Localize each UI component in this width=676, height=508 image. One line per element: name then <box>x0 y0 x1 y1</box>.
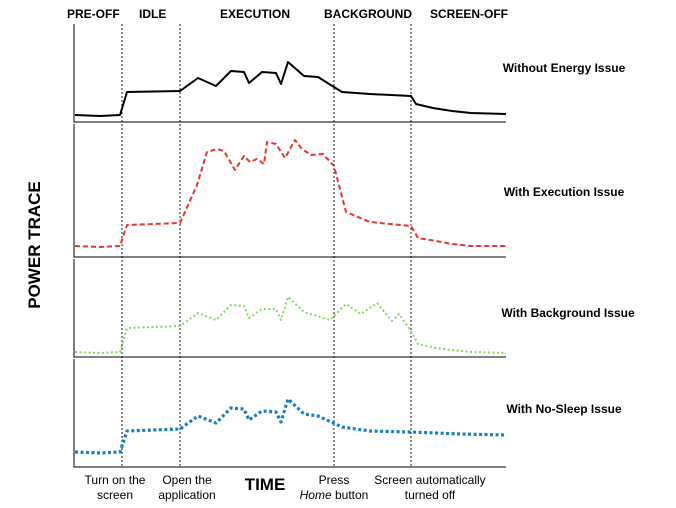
event-label-app-open-line2: application <box>158 488 215 502</box>
trace-with-no-sleep-issue <box>74 397 507 455</box>
y-axis-label: POWER TRACE <box>25 181 44 309</box>
event-labels: Turn on the screen Open the application … <box>85 473 486 502</box>
event-label-home-press-line2: Home button <box>300 488 369 502</box>
panel-axes <box>73 24 506 468</box>
event-label-app-open-line1: Open the <box>162 473 212 487</box>
panel-axis-4 <box>73 359 506 468</box>
panel-axis-1 <box>73 24 506 123</box>
event-label-screen-off-line2: turned off <box>405 488 456 502</box>
panel-axis-2 <box>73 124 506 258</box>
trace-labels: Without Energy Issue With Execution Issu… <box>501 61 635 416</box>
event-label-home-press-line1: Press <box>319 473 350 487</box>
phase-label-background: BACKGROUND <box>324 7 412 21</box>
phase-label-idle: IDLE <box>139 7 166 21</box>
event-label-screen-on-line1: Turn on the <box>85 473 146 487</box>
phase-label-execution: EXECUTION <box>220 7 290 21</box>
event-label-screen-on-line2: screen <box>97 488 133 502</box>
event-label-home-press-rest: button <box>335 488 368 502</box>
trace-without-energy-issue <box>74 61 507 117</box>
panel-axis-3 <box>73 259 506 358</box>
power-traces <box>74 61 507 455</box>
x-axis-label: TIME <box>245 475 286 494</box>
trace-label-without-energy-issue: Without Energy Issue <box>503 61 626 75</box>
phase-label-pre-off: PRE-OFF <box>67 7 120 21</box>
trace-with-background-issue <box>74 296 507 354</box>
trace-label-with-execution-issue: With Execution Issue <box>504 185 625 199</box>
phase-label-screen-off: SCREEN-OFF <box>430 7 508 21</box>
trace-label-with-background-issue: With Background Issue <box>501 306 635 320</box>
phase-labels: PRE-OFF IDLE EXECUTION BACKGROUND SCREEN… <box>67 7 508 21</box>
event-label-screen-off-line1: Screen automatically <box>374 473 485 487</box>
trace-with-execution-issue <box>74 139 506 248</box>
trace-label-with-no-sleep-issue: With No-Sleep Issue <box>506 402 622 416</box>
event-label-home-press-italic: Home <box>300 488 332 502</box>
